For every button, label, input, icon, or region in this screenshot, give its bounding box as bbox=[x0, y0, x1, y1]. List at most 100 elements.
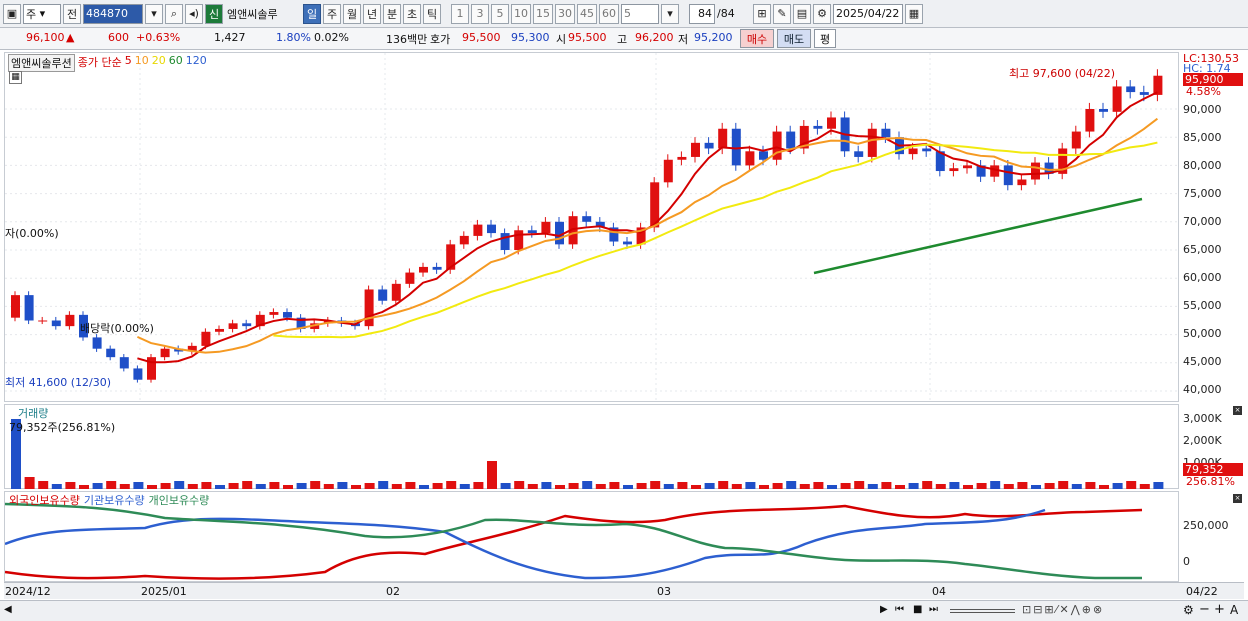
close-icon[interactable]: × bbox=[1233, 406, 1242, 415]
candle bbox=[922, 148, 932, 152]
tab-period-month[interactable]: 월 bbox=[343, 3, 361, 24]
minute-1-button[interactable]: 1 bbox=[451, 3, 469, 24]
y-tick: 55,000 bbox=[1183, 299, 1222, 312]
candle bbox=[949, 168, 959, 172]
minute-5-button[interactable]: 5 bbox=[491, 3, 509, 24]
buy-button[interactable]: 매수 bbox=[740, 29, 774, 48]
candle bbox=[364, 289, 374, 327]
minute-30-button[interactable]: 30 bbox=[555, 3, 575, 24]
holdings-legend: 외국인보유수량 기관보유수량 개인보유수량 bbox=[9, 492, 209, 508]
candle bbox=[1139, 92, 1149, 95]
last-icon[interactable]: ⏭ bbox=[929, 604, 938, 615]
tab-period-tick[interactable]: 틱 bbox=[423, 3, 441, 24]
dropdown-icon[interactable]: ▾ bbox=[145, 3, 163, 24]
ma-60: 60 bbox=[168, 54, 183, 67]
volume-bar bbox=[1071, 484, 1082, 489]
sell-button[interactable]: 매도 bbox=[777, 29, 811, 48]
volume-bar bbox=[215, 485, 225, 489]
volume-bar bbox=[1153, 482, 1164, 489]
volume-bar bbox=[133, 482, 144, 489]
stop-icon[interactable]: ■ bbox=[913, 604, 923, 615]
tab-period-week[interactable]: 주 bbox=[323, 3, 341, 24]
tab-period-second[interactable]: 초 bbox=[403, 3, 421, 24]
window-icon[interactable]: ▣ bbox=[3, 3, 21, 24]
candle bbox=[500, 233, 510, 250]
speaker-icon[interactable]: ◂) bbox=[185, 3, 203, 24]
first-icon[interactable]: ⏮ bbox=[895, 604, 904, 615]
eval-button[interactable]: 평 bbox=[814, 29, 836, 48]
minute-45-button[interactable]: 45 bbox=[577, 3, 597, 24]
candle bbox=[663, 159, 673, 183]
change-arrow: ▲ bbox=[66, 31, 75, 44]
stock-code-input[interactable]: 484870 bbox=[83, 3, 143, 24]
table-icon[interactable]: ▦ bbox=[9, 71, 22, 84]
text-size-icon[interactable]: A bbox=[1230, 603, 1239, 617]
search-icon[interactable]: ⌕ bbox=[165, 3, 183, 24]
zoom-slider[interactable] bbox=[950, 609, 1015, 613]
volume-bar bbox=[1003, 484, 1014, 489]
candle bbox=[1003, 165, 1013, 186]
candle bbox=[228, 323, 238, 329]
volume-peak-label: 79,352주(256.81%) bbox=[9, 421, 116, 434]
minute-3-button[interactable]: 3 bbox=[471, 3, 489, 24]
tab-period-year[interactable]: 년 bbox=[363, 3, 381, 24]
volume-percent-tag: 256.81% bbox=[1186, 475, 1235, 488]
tab-period-day[interactable]: 일 bbox=[303, 3, 321, 24]
candle bbox=[283, 312, 292, 318]
minute-10-button[interactable]: 10 bbox=[511, 3, 531, 24]
tab-period-minute[interactable]: 분 bbox=[383, 3, 401, 24]
drawing-tools-icon[interactable]: ⊡⊟⊞⁄✕⋀⊕⊗ bbox=[1022, 603, 1105, 616]
edit-icon[interactable]: ✎ bbox=[773, 3, 791, 24]
zoom-out-icon[interactable]: − bbox=[1199, 602, 1210, 617]
scroll-right-icon[interactable]: ▶ bbox=[880, 604, 888, 615]
minute-15-button[interactable]: 15 bbox=[533, 3, 553, 24]
candle bbox=[1085, 109, 1095, 132]
scroll-left-icon[interactable]: ◀ bbox=[4, 604, 12, 615]
volume-bar bbox=[759, 485, 769, 489]
candle bbox=[119, 357, 129, 369]
candle bbox=[867, 128, 877, 157]
main-toolbar: ▣ 주 ▾ 전 484870 ▾ ⌕ ◂) 신 엠앤씨솔루 일 주 월 년 분 … bbox=[0, 0, 1248, 28]
date-input[interactable]: 2025/04/22 bbox=[833, 3, 903, 24]
candle bbox=[691, 142, 700, 157]
stock-title: 엠앤씨솔루션 bbox=[8, 54, 75, 72]
custom-period-input[interactable]: 5 bbox=[621, 3, 659, 24]
volume-bar bbox=[187, 484, 198, 489]
volume-bar bbox=[79, 485, 89, 489]
zoom-in-icon[interactable]: + bbox=[1214, 602, 1225, 617]
market-select[interactable]: 주 ▾ bbox=[23, 3, 61, 24]
candle bbox=[160, 348, 170, 358]
volume-panel: 거래량 79,352주(256.81%) bbox=[4, 404, 1179, 489]
volume-bar bbox=[745, 482, 756, 489]
y-tick: 90,000 bbox=[1183, 103, 1222, 116]
prev-button[interactable]: 전 bbox=[63, 3, 81, 24]
save-icon[interactable]: ▤ bbox=[793, 3, 811, 24]
candle bbox=[541, 221, 551, 234]
candle bbox=[827, 117, 836, 129]
grid-icon[interactable]: ⊞ bbox=[753, 3, 771, 24]
candle bbox=[772, 131, 782, 160]
candle bbox=[296, 317, 306, 329]
close-icon[interactable]: × bbox=[1233, 494, 1242, 503]
volume-bar bbox=[555, 485, 565, 489]
custom-dropdown-icon[interactable]: ▾ bbox=[661, 3, 679, 24]
volume-bar bbox=[296, 483, 307, 489]
volume-bar bbox=[799, 484, 810, 489]
y-tick: 70,000 bbox=[1183, 215, 1222, 228]
candle bbox=[677, 156, 687, 160]
count-input[interactable]: 84 bbox=[689, 3, 715, 24]
candle bbox=[704, 142, 714, 149]
candle bbox=[582, 216, 592, 222]
legend-foreign: 외국인보유수량 bbox=[9, 494, 80, 507]
candle bbox=[51, 320, 61, 327]
volume-bar bbox=[459, 484, 470, 489]
volume-bar bbox=[990, 481, 1001, 489]
calendar-icon[interactable]: ▦ bbox=[905, 3, 923, 24]
gear-icon[interactable]: ⚙ bbox=[813, 3, 831, 24]
minute-60-button[interactable]: 60 bbox=[599, 3, 619, 24]
volume-bar bbox=[11, 419, 21, 489]
settings-icon[interactable]: ⚙ bbox=[1183, 603, 1194, 617]
volume-bar bbox=[228, 483, 239, 489]
candle bbox=[133, 368, 143, 380]
candle bbox=[568, 216, 578, 245]
